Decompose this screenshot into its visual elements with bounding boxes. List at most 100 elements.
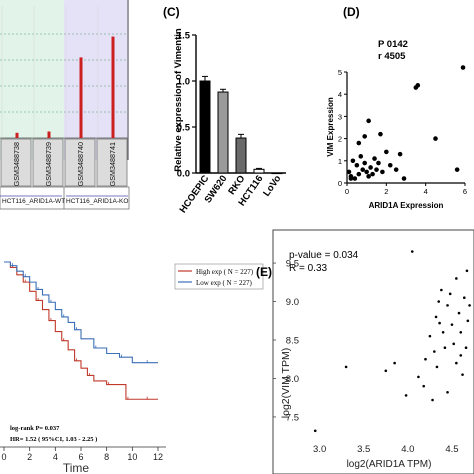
- y-tick-label: 3: [338, 112, 342, 121]
- y-tick-label: 7.5: [286, 412, 299, 423]
- data-point: [410, 250, 414, 253]
- x-tick-label: 4: [424, 187, 428, 196]
- x-tick-label: 4: [53, 452, 58, 462]
- panel-e-frame: [272, 229, 474, 474]
- bar-RKO: [235, 137, 247, 174]
- sample-label: GSM3488739: [44, 142, 53, 186]
- data-point: [438, 321, 441, 325]
- sample-cell: [32, 138, 64, 187]
- data-point: [464, 346, 468, 349]
- data-point: [433, 350, 436, 353]
- panel-a: GSM3488738 GSM3488739 GSM3488740 GSM3488741…: [0, 0, 130, 210]
- data-point: [448, 292, 452, 296]
- x-tick-label: 3.5: [357, 444, 370, 455]
- data-point: [428, 334, 432, 338]
- sample-label: GSM3488738: [12, 142, 21, 186]
- panel-a-sample-cells: GSM3488738 GSM3488739 GSM3488740 GSM3488741: [0, 138, 128, 187]
- data-point: [455, 277, 458, 280]
- panel-e-ylabel: log2(VIM TPM): [280, 348, 292, 418]
- sample-cell: [96, 138, 128, 187]
- bar-GSM3488741: [111, 36, 115, 138]
- panel-e: (E) p-value = 0.034 R = 0.33 log2(VIM TP…: [256, 229, 474, 474]
- x-tick-label: LoVo: [261, 173, 283, 198]
- x-tick-label: 4.5: [445, 444, 458, 455]
- data-point: [346, 169, 352, 175]
- data-point: [415, 83, 421, 88]
- data-point: [404, 394, 408, 397]
- x-tick-label: 0: [345, 187, 349, 196]
- data-point: [462, 296, 466, 299]
- bar-LoVo: [271, 172, 283, 175]
- panel-c-label: (C): [163, 5, 180, 19]
- x-tick-label: 2: [384, 187, 388, 196]
- data-point: [372, 156, 377, 161]
- data-point: [457, 311, 461, 315]
- data-point: [417, 375, 420, 379]
- data-point: [360, 167, 366, 172]
- bar-SW620: [217, 91, 229, 174]
- data-point: [465, 269, 469, 273]
- panel-d-annotation-p: P 0142: [378, 39, 408, 50]
- data-point: [364, 169, 369, 175]
- data-point: [384, 149, 389, 155]
- data-point: [422, 384, 426, 388]
- x-tick-label: 0: [1, 452, 6, 462]
- y-tick-label: 1.0: [177, 77, 190, 88]
- y-tick-label: 2: [338, 135, 342, 144]
- sample-cell: [0, 138, 32, 187]
- panel-a-grid: [0, 6, 128, 139]
- panel-e-pvalue: p-value = 0.034: [289, 250, 359, 261]
- data-point: [460, 65, 466, 70]
- panel-km: 0 2 4 6 8 10 12 High exp ( N = 227) Low exp ( …: [0, 261, 264, 474]
- panel-d-ylabel: VIM Expression: [326, 97, 335, 157]
- bar-GSM3488739: [47, 131, 51, 138]
- y-tick-label: 9.0: [286, 297, 299, 308]
- data-point: [374, 167, 379, 172]
- panel-e-xlabel: log2(ARID1A TPM): [347, 459, 432, 470]
- group-label-wt: HCT116_ARID1A-WT: [2, 198, 65, 205]
- km-legend: High exp ( N = 227) Low exp ( N = 227): [174, 263, 264, 290]
- y-tick-label: 1: [338, 157, 342, 166]
- km-curve: [4, 261, 158, 400]
- km-legend-high: High exp ( N = 227): [196, 268, 254, 276]
- data-point: [366, 118, 371, 124]
- data-point: [466, 319, 470, 323]
- bar-GSM3488740: [79, 57, 83, 138]
- data-point: [362, 134, 368, 139]
- data-point: [431, 398, 434, 402]
- data-point: [362, 160, 368, 166]
- data-point: [459, 354, 463, 357]
- y-tick-label: 8.5: [286, 336, 299, 347]
- data-point: [378, 131, 383, 137]
- y-tick-label: 5: [338, 68, 342, 77]
- sample-label: GSM3488741: [108, 142, 117, 186]
- bar-HCOEPIC: [199, 80, 211, 174]
- x-tick-label: 12: [153, 452, 163, 462]
- panel-c: (C) Relative expression of Vimentin 0.0 0…: [163, 5, 286, 215]
- data-point: [393, 167, 399, 172]
- panel-d-plot: 0 1 2 3 4 5 0 2 4 6: [338, 65, 467, 196]
- y-tick-label: 1.5: [177, 31, 191, 42]
- data-point: [358, 154, 364, 159]
- data-point: [356, 140, 362, 146]
- panel-e-plot: 7.5 8.0 8.5 9.0 9.5 3.0 3.5 4.0 4.5: [273, 250, 471, 455]
- panel-c-ylabel: Relative expression of Vimentin: [173, 28, 184, 172]
- group-label-ko: HCT116_ARID1A-KO: [66, 198, 128, 205]
- x-tick-label: 3.0: [313, 444, 326, 455]
- data-point: [435, 365, 439, 369]
- bar-HCT116: [253, 168, 265, 174]
- km-logrank: log-rank P= 0.037: [10, 425, 60, 432]
- data-point: [434, 315, 438, 319]
- data-point: [344, 365, 348, 369]
- y-tick-label: 8.0: [286, 374, 299, 385]
- data-point: [454, 167, 460, 172]
- data-point: [459, 331, 463, 334]
- data-point: [313, 429, 317, 433]
- data-point: [424, 357, 427, 361]
- km-legend-low: Low exp ( N = 227): [196, 279, 253, 287]
- panel-km-plot: 0 2 4 6 8 10 12: [0, 261, 166, 462]
- x-tick-label: 10: [127, 452, 137, 462]
- data-point: [368, 165, 373, 170]
- data-point: [446, 304, 449, 307]
- panel-d: (D) P 0142 r 4505 VIM Expression ARID1A …: [326, 5, 467, 210]
